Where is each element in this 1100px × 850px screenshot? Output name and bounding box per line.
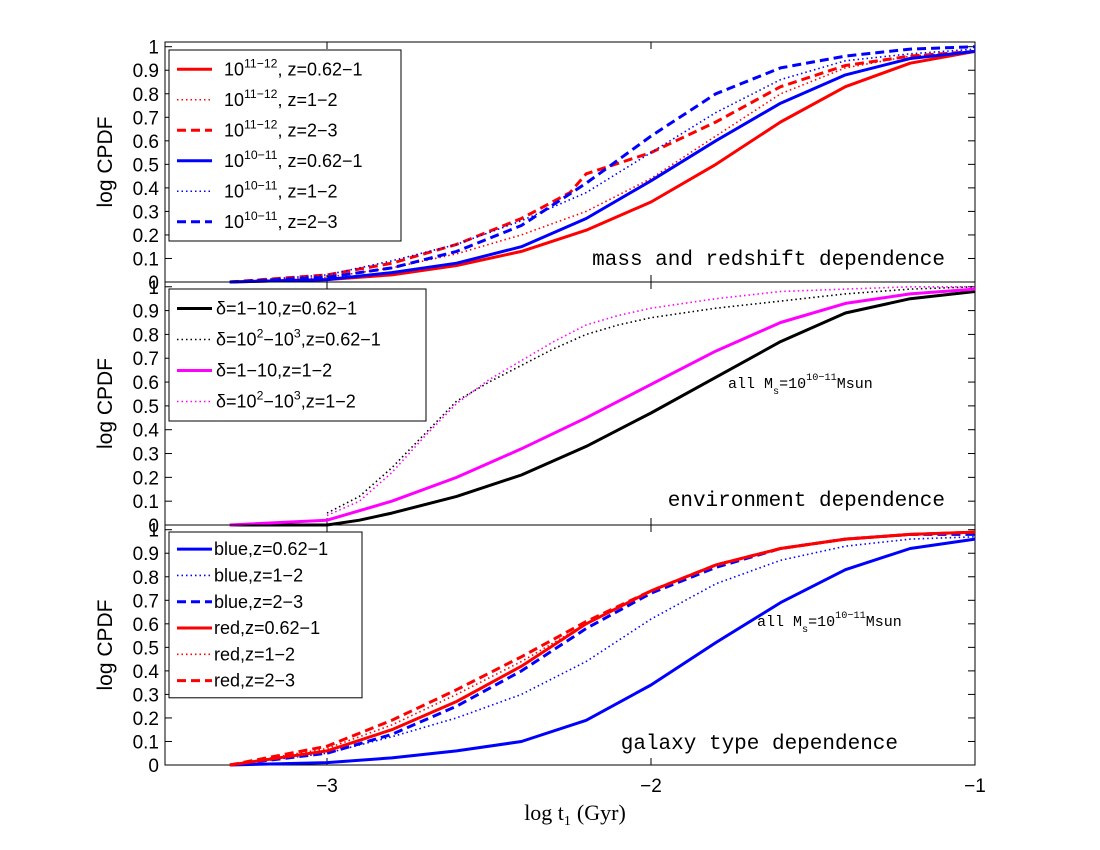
y-tick-label: 1 [148,521,159,542]
y-tick-label: 0.1 [133,249,159,270]
legend-entry: blue,z=1−2 [214,565,303,585]
y-axis-label: log CPDF [94,358,117,449]
y-tick-label: 0.4 [133,421,160,442]
y-tick-label: 0.9 [133,302,159,323]
y-tick-label: 0 [148,273,159,294]
y-tick-label: 0.3 [133,445,159,466]
legend-entry: 1011−12, z=1−2 [224,87,338,110]
y-tick-label: 0.5 [133,155,159,176]
legend-entry: 1011−12, z=0.62−1 [224,56,363,79]
axes-box [164,524,976,766]
x-tick-label: −3 [316,776,338,797]
legend: blue,z=0.62−1 blue,z=1−2 blue,z=2−3 red,z=0… [168,531,363,699]
legend-entry: δ=102−103,z=0.62−1 [216,327,381,350]
y-tick-label: 0.1 [133,492,159,513]
y-tick-label: 0.8 [133,85,159,106]
legend-box [168,49,402,242]
legend-entry: blue,z=2−3 [214,592,303,612]
x-axis-label: log t1 (Gyr) [524,800,626,829]
legend-entry: δ=102−103,z=1−2 [216,389,356,412]
y-tick-label: 0.6 [133,615,159,636]
y-tick-label: 0.1 [133,732,159,753]
series-line [229,536,976,766]
y-tick-label: 0.7 [133,349,159,370]
panel-annotation: all Ms=1010−11Msun [728,373,873,398]
y-tick-label: 0.2 [133,468,159,489]
y-tick-label: 0.2 [133,709,159,730]
legend-entry: δ=1−10,z=0.62−1 [216,299,357,319]
series-line [229,49,976,284]
y-tick-label: 0.2 [133,226,159,247]
series-line [229,290,976,527]
legend-entry: δ=1−10,z=1−2 [216,361,332,381]
y-axis-label: log CPDF [94,116,117,207]
series-line [229,50,976,283]
x-tick-label: −2 [640,776,662,797]
y-tick-label: 0.9 [133,61,159,82]
legend-box [168,531,363,699]
y-tick-label: 0.8 [133,325,159,346]
y-tick-label: 1 [148,38,159,59]
y-tick-label: 0.9 [133,544,159,565]
panel-title: environment dependence [668,490,945,513]
y-tick-label: 0.5 [133,397,159,418]
x-tick-label: −1 [964,776,986,797]
legend: 1011−12, z=0.62−1 1011−12, z=1−2 1011−12, … [168,49,402,242]
series-line [229,537,976,767]
legend-box [168,288,427,422]
series-line [229,49,976,284]
panel-3: 0 0.10.2 0.30.4 0.50.6 0.70.8 0.91 log CPDF gal… [94,521,976,777]
legend-entry: red,z=1−2 [214,644,295,664]
panel-1: 0 0.10.2 0.30.4 0.50.6 0.70.8 0.91 log CPDF mas… [94,38,976,294]
y-tick-label: 0.3 [133,685,159,706]
legend-entry: 1010−11, z=0.62−1 [224,148,363,171]
legend-entry: 1010−11, z=1−2 [224,178,338,201]
panel-title: galaxy type dependence [621,733,898,756]
panel-title: mass and redshift dependence [592,249,945,272]
legend-entry: 1011−12, z=2−3 [224,117,338,140]
y-tick-label: 0.4 [133,662,160,683]
y-tick-label: 0.3 [133,202,159,223]
y-tick-label: 0 [148,516,159,537]
y-tick-label: 0.7 [133,108,159,129]
y-tick-label: 0 [148,756,159,777]
legend-entry: 1010−11, z=2−3 [224,209,338,232]
y-tick-label: 0.6 [133,132,159,153]
series-line [229,530,976,767]
y-axis-label: log CPDF [94,599,117,690]
legend-entry: red,z=2−3 [214,671,295,691]
series-line [229,45,976,284]
panel-annotation: all Ms=1010−11Msun [757,611,902,636]
y-tick-label: 0.6 [133,373,159,394]
series-line [326,285,975,517]
y-tick-label: 1 [148,278,159,299]
legend-entry: blue,z=0.62−1 [214,539,328,559]
series-line [229,287,976,527]
y-tick-label: 0.7 [133,591,159,612]
legend-entry: red,z=0.62−1 [214,618,320,638]
panel-2: 0 0.1 0.20.3 0.4 0.5 0.6 0.7 0.80.9 1 log CPDF env… [94,278,976,537]
y-tick-label: 0.5 [133,638,159,659]
y-tick-label: 0.4 [133,179,160,200]
y-tick-label: 0.8 [133,568,159,589]
legend: δ=1−10,z=0.62−1 δ=102−103,z=0.62−1 δ=1−10,… [168,288,427,422]
series-line [229,49,976,284]
